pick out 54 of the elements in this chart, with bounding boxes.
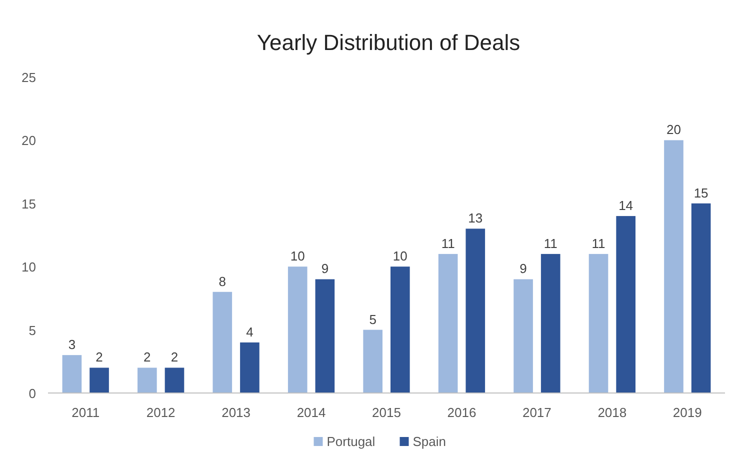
data-label: 10	[290, 248, 305, 264]
data-label: 4	[246, 324, 254, 340]
data-label: 9	[520, 261, 527, 276]
bar	[540, 254, 560, 393]
bar	[212, 292, 232, 393]
bar	[164, 368, 184, 393]
x-tick-label: 2012	[146, 405, 176, 420]
bar	[691, 203, 711, 393]
x-tick-label: 2017	[522, 405, 552, 420]
data-label: 20	[666, 122, 681, 138]
bar	[138, 368, 157, 393]
data-label: 5	[369, 312, 376, 327]
x-tick-label: 2015	[372, 405, 401, 420]
data-label: 2	[144, 350, 151, 365]
data-label: 2	[170, 350, 178, 365]
y-tick-label: 0	[28, 386, 36, 401]
data-label: 11	[544, 236, 558, 251]
data-label: 8	[218, 274, 226, 289]
chart-title: Yearly Distribution of Deals	[256, 30, 520, 55]
bar	[363, 330, 382, 393]
data-label: 10	[392, 248, 408, 264]
data-label: 2	[96, 350, 103, 365]
data-label: 11	[592, 236, 606, 251]
y-tick-label: 20	[22, 133, 36, 148]
bar	[390, 266, 410, 393]
bar	[288, 266, 308, 393]
legend-label: Portugal	[326, 434, 376, 449]
bar	[664, 140, 684, 393]
x-tick-label: 2014	[296, 405, 326, 420]
bar	[315, 279, 335, 393]
data-label: 14	[618, 198, 634, 214]
x-tick-label: 2016	[447, 405, 476, 420]
data-label: 9	[321, 261, 329, 276]
data-label: 3	[68, 337, 76, 352]
bar	[466, 228, 486, 393]
x-tick-label: 2011	[72, 405, 100, 420]
x-tick-label: 2018	[598, 405, 627, 420]
bar	[90, 368, 109, 393]
x-tick-label: 2013	[222, 405, 251, 420]
bar	[240, 342, 260, 393]
y-tick-label: 10	[22, 260, 36, 275]
data-label: 11	[441, 236, 455, 251]
data-label: 15	[694, 185, 708, 200]
bar	[438, 254, 458, 393]
y-tick-label: 5	[28, 322, 36, 338]
bar	[62, 355, 82, 393]
bar	[616, 216, 636, 393]
y-tick-label: 15	[22, 196, 36, 212]
x-tick-label: 2019	[672, 405, 702, 420]
y-tick-label: 25	[22, 70, 36, 85]
data-label: 13	[468, 210, 483, 226]
bar	[514, 279, 533, 393]
bar	[588, 254, 608, 393]
legend-label: Spain	[412, 434, 446, 449]
